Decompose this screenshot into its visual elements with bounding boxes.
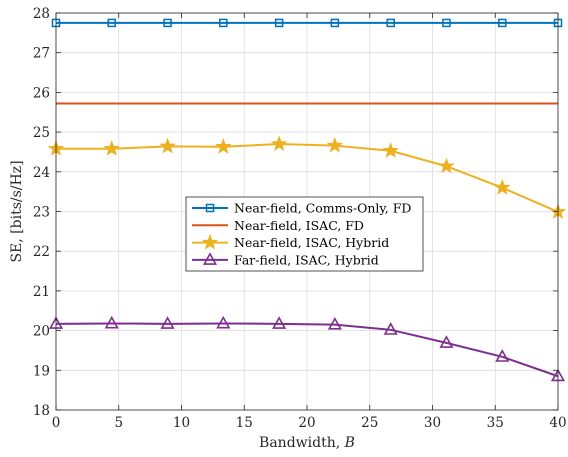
data-point — [159, 137, 176, 154]
x-tick-label: 15 — [236, 415, 253, 431]
data-point — [326, 136, 344, 153]
legend: Near-field, Comms-Only, FD Near-field, IS… — [185, 196, 424, 272]
y-tick-label: 24 — [33, 165, 50, 181]
y-tick-label: 22 — [33, 244, 50, 260]
data-point — [494, 179, 511, 195]
data-point — [442, 18, 451, 28]
legend-entry: Near-field, Comms-Only, FD — [192, 201, 411, 216]
data-point — [330, 18, 340, 28]
x-axis-label-symbol: B — [344, 435, 355, 451]
x-tick-label: 10 — [173, 415, 190, 431]
data-point — [439, 335, 454, 348]
y-tick-label: 25 — [33, 125, 50, 141]
y-tick-label: 28 — [33, 6, 50, 22]
y-tick-label: 19 — [33, 363, 50, 379]
data-point — [163, 18, 172, 28]
data-point — [438, 157, 455, 174]
data-point — [498, 18, 507, 28]
y-tick-label: 18 — [33, 403, 50, 419]
x-tick-label: 40 — [549, 415, 566, 431]
y-tick-label: 26 — [33, 85, 50, 101]
legend-entry: Near-field, ISAC, FD — [192, 218, 364, 233]
series-line — [56, 143, 559, 213]
series-lines — [47, 18, 567, 382]
x-tick-label: 5 — [114, 415, 123, 431]
legend-label: Near-field, Comms-Only, FD — [234, 201, 411, 216]
legend-marker — [205, 203, 215, 213]
x-tick-label: 0 — [52, 415, 61, 431]
x-tick-label: 30 — [424, 415, 441, 431]
x-axis-label: Bandwidth, B — [259, 435, 355, 451]
data-point — [107, 18, 116, 28]
data-point — [270, 135, 288, 152]
data-point — [219, 18, 228, 28]
series-line — [55, 322, 559, 378]
data-point — [327, 317, 342, 330]
legend-label: Near-field, ISAC, FD — [234, 218, 364, 233]
legend-entry: Near-field, ISAC, Hybrid — [192, 233, 389, 250]
y-axis-label: SE, [bits/s/Hz] — [9, 160, 25, 262]
axes — [55, 12, 559, 411]
x-tick-label: 35 — [487, 415, 504, 431]
data-point — [103, 140, 120, 156]
legend-marker — [201, 233, 219, 250]
data-point — [216, 315, 231, 329]
y-tick-label: 21 — [33, 284, 50, 300]
x-tick-label: 25 — [361, 415, 378, 431]
tick-labels: 0 5 10 15 20 25 30 35 40 18 19 20 21 22 23 24 25 26 27 28 — [33, 6, 567, 431]
data-point — [104, 315, 119, 329]
legend-entry: Far-field, ISAC, Hybrid — [192, 252, 379, 267]
x-axis-label-text: Bandwidth, — [259, 435, 345, 451]
data-point — [382, 142, 399, 158]
legend-label: Near-field, ISAC, Hybrid — [234, 235, 389, 250]
x-tick-label: 20 — [298, 415, 315, 431]
data-point — [274, 18, 284, 28]
data-point — [215, 138, 232, 154]
series-1 — [51, 18, 563, 28]
data-point — [272, 316, 287, 329]
data-point — [383, 322, 398, 335]
legend-marker — [202, 252, 218, 265]
series-4 — [48, 315, 566, 382]
legend-box — [185, 196, 424, 272]
data-point — [160, 316, 175, 329]
y-tick-label: 23 — [33, 205, 50, 221]
legend-label: Far-field, ISAC, Hybrid — [234, 252, 379, 267]
y-tick-label: 27 — [33, 46, 50, 62]
data-point — [386, 18, 395, 28]
data-point — [495, 349, 510, 362]
y-tick-label: 20 — [33, 324, 50, 340]
